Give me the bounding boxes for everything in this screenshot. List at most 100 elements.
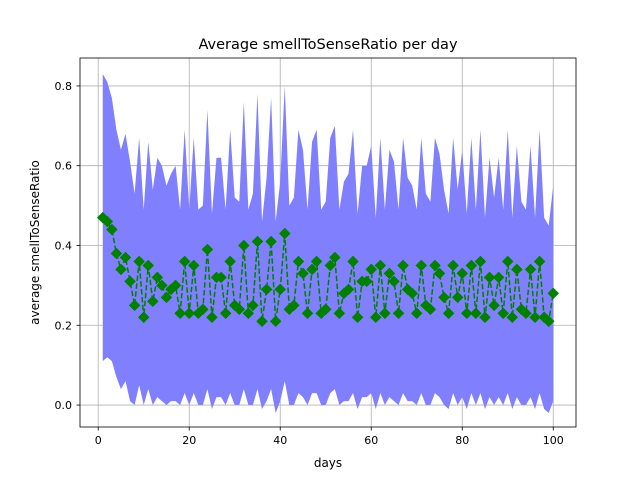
data-point (379, 307, 391, 320)
data-point (347, 255, 359, 268)
data-point (388, 275, 400, 288)
data-point (533, 255, 546, 268)
data-point (197, 303, 209, 316)
data-point (392, 307, 405, 320)
data-point (547, 287, 560, 300)
data-point (288, 299, 300, 312)
data-point (137, 311, 150, 324)
data-point (406, 287, 419, 300)
data-point (301, 307, 314, 320)
x-axis-ticks: 0 20 40 60 80 100 (95, 427, 564, 447)
data-point (306, 263, 318, 276)
x-tick-label: 20 (182, 434, 196, 447)
data-point (260, 283, 273, 296)
data-point (251, 235, 264, 248)
x-axis-label: days (314, 456, 342, 470)
data-point (146, 295, 159, 308)
data-point (297, 267, 309, 280)
data-point (429, 259, 441, 272)
y-tick-label: 0.0 (55, 399, 73, 412)
data-point (438, 291, 450, 304)
data-point (342, 283, 355, 296)
data-point (256, 315, 268, 328)
data-point (224, 255, 237, 268)
data-point (324, 259, 337, 272)
data-point (410, 307, 423, 320)
data-point (169, 279, 182, 292)
data-point (247, 299, 259, 312)
data-point (524, 263, 537, 276)
x-tick-label: 60 (364, 434, 378, 447)
chart-title: Average smellToSenseRatio per day (198, 37, 457, 53)
data-point (319, 303, 332, 316)
data-point (265, 235, 277, 248)
data-point (442, 307, 455, 320)
data-point (201, 243, 214, 256)
data-point (237, 239, 250, 252)
y-tick-label: 0.6 (55, 160, 73, 173)
data-point (215, 271, 227, 284)
data-point (479, 311, 491, 324)
data-point (497, 307, 510, 320)
data-point (365, 263, 378, 276)
plot-area: 0 20 40 60 80 100 0.0 0.2 0.4 0.6 0.8 (55, 57, 577, 447)
data-point (483, 271, 496, 284)
data-point (178, 255, 191, 268)
data-point (333, 307, 346, 320)
data-point (160, 291, 173, 304)
y-axis-label: average smellToSenseRatio (28, 160, 42, 325)
data-point (119, 251, 132, 264)
data-point (501, 255, 514, 268)
y-tick-label: 0.8 (55, 80, 73, 93)
data-point (187, 259, 200, 272)
data-point (115, 263, 127, 276)
data-point (128, 299, 141, 312)
data-point (397, 259, 409, 272)
data-point (233, 303, 246, 316)
data-point (383, 267, 396, 280)
data-point (529, 311, 541, 324)
data-point (151, 271, 164, 284)
y-axis-ticks: 0.0 0.2 0.4 0.6 0.8 (55, 80, 80, 412)
data-point (433, 267, 446, 280)
data-point (465, 259, 478, 272)
data-point (492, 271, 505, 284)
data-point (470, 307, 482, 320)
data-point (456, 267, 469, 280)
data-point (360, 275, 373, 288)
axes-frame (79, 57, 577, 428)
data-point (310, 255, 323, 268)
data-point (510, 263, 523, 276)
data-point (374, 259, 387, 272)
x-tick-label: 80 (455, 434, 469, 447)
data-point (369, 311, 382, 324)
data-point (424, 303, 437, 316)
data-point (174, 307, 186, 320)
data-point (274, 283, 287, 296)
x-tick-label: 0 (95, 434, 102, 447)
data-point (156, 279, 168, 292)
data-point (474, 255, 487, 268)
x-tick-label: 100 (543, 434, 564, 447)
x-tick-label: 40 (273, 434, 287, 447)
y-tick-label: 0.4 (55, 239, 73, 252)
data-point (105, 223, 118, 236)
data-point (460, 307, 473, 320)
data-point (488, 299, 500, 312)
variance-band (102, 73, 554, 414)
data-point (328, 251, 341, 264)
y-tick-label: 0.2 (55, 319, 73, 332)
data-point (351, 311, 364, 324)
data-point (542, 315, 555, 328)
data-point (101, 215, 114, 228)
data-point (269, 315, 282, 328)
data-point (219, 307, 232, 320)
data-point (124, 275, 136, 288)
data-point (292, 255, 305, 268)
data-point (110, 247, 123, 260)
data-point (278, 227, 291, 240)
data-point (415, 259, 428, 272)
data-point (206, 311, 218, 324)
data-point (133, 255, 146, 268)
